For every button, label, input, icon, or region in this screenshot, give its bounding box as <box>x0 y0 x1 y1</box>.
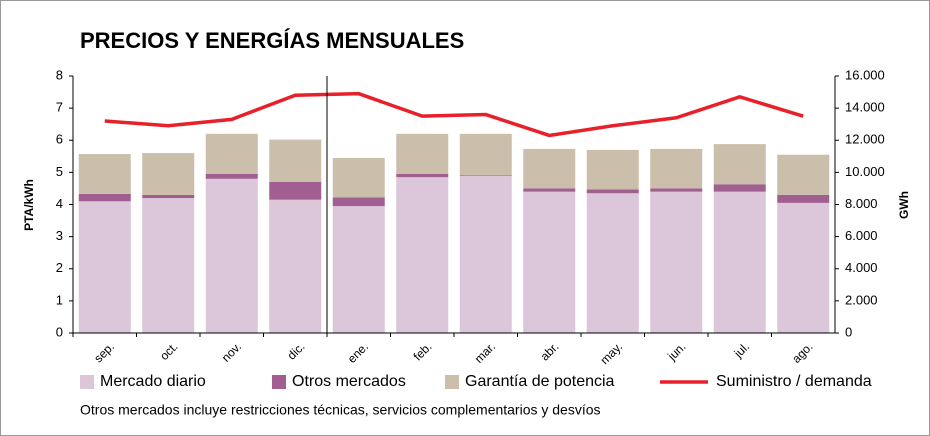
bar <box>142 153 195 195</box>
bar <box>396 133 449 174</box>
bar <box>396 173 449 178</box>
bar <box>586 193 639 333</box>
bar <box>523 148 576 189</box>
y2-tick-label: 0 <box>845 324 852 339</box>
bar <box>459 133 512 175</box>
bar <box>332 197 385 207</box>
bar <box>777 154 830 195</box>
bar <box>269 139 322 183</box>
bar <box>713 184 766 192</box>
bar <box>713 191 766 333</box>
y2-tick-label: 16.000 <box>845 67 885 82</box>
y2-tick-label: 10.000 <box>845 164 885 179</box>
y-tick-label: 8 <box>56 67 63 82</box>
y2-tick-label: 8.000 <box>845 196 878 211</box>
bar <box>523 191 576 333</box>
bar <box>650 191 703 333</box>
y-tick-label: 7 <box>56 100 63 115</box>
legend-swatch <box>272 375 286 389</box>
y-tick-label: 1 <box>56 292 63 307</box>
bar <box>523 188 576 192</box>
bar <box>142 198 195 333</box>
legend-label: Otros mercados <box>292 373 406 390</box>
bar <box>78 193 131 202</box>
bar <box>332 157 385 198</box>
bar <box>205 178 258 333</box>
line-series <box>104 91 804 138</box>
bar <box>205 173 258 179</box>
bar <box>332 206 385 333</box>
y-axis-label: PTA/kWh <box>22 179 36 231</box>
legend-swatch <box>80 375 94 389</box>
bar <box>586 189 639 194</box>
legend-label: Mercado diario <box>100 373 206 390</box>
y2-axis-label: GWh <box>897 191 911 219</box>
footnote: Otros mercados incluye restricciones téc… <box>80 402 601 418</box>
bar <box>650 148 703 189</box>
y-tick-label: 2 <box>56 260 63 275</box>
bar <box>777 202 830 333</box>
y-tick-label: 0 <box>56 324 63 339</box>
bar <box>142 194 195 199</box>
bar <box>713 144 766 185</box>
y2-tick-label: 2.000 <box>845 292 878 307</box>
y2-tick-label: 12.000 <box>845 132 885 147</box>
bar <box>459 175 512 333</box>
legend-label: Suministro / demanda <box>716 373 872 390</box>
bar <box>78 201 131 333</box>
bar <box>269 199 322 333</box>
bar <box>459 174 512 176</box>
y-tick-label: 5 <box>56 164 63 179</box>
bar <box>777 194 830 203</box>
bar <box>78 154 131 194</box>
y2-tick-label: 6.000 <box>845 228 878 243</box>
bar <box>586 149 639 190</box>
y-tick-label: 4 <box>56 196 63 211</box>
y2-tick-label: 14.000 <box>845 100 885 115</box>
legend-label: Garantía de potencia <box>465 373 615 390</box>
bar <box>205 133 258 174</box>
chart-title: PRECIOS Y ENERGÍAS MENSUALES <box>80 28 464 53</box>
y-tick-label: 3 <box>56 228 63 243</box>
bar <box>269 182 322 200</box>
bar <box>396 177 449 333</box>
legend-swatch <box>445 375 459 389</box>
y-tick-label: 6 <box>56 132 63 147</box>
y2-tick-label: 4.000 <box>845 260 878 275</box>
bar <box>650 188 703 192</box>
